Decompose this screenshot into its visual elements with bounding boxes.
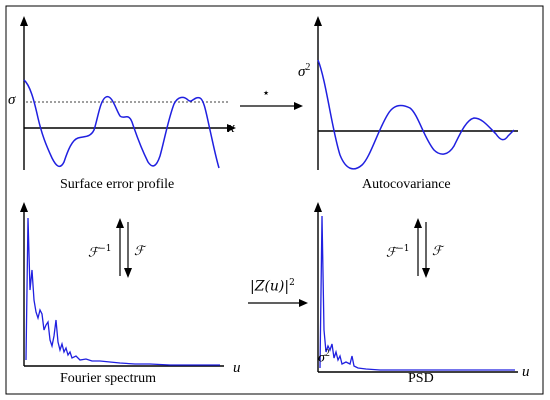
fourier-arrowhead-left [124,268,132,278]
inverse-fourier-label-left: ℱ−1 [88,244,112,261]
surface-x-label: x [228,120,235,136]
fourier-u-label: u [233,360,241,376]
autocov-y-arrowhead [314,16,322,26]
operator-modulus-squared [248,299,308,307]
modulus-arrowhead [299,299,308,307]
inverse-fourier-label-right: ℱ−1 [386,244,410,261]
psd-y-arrowhead [314,202,322,212]
autocov-sigma-squared-label: σ2 [298,62,311,80]
psd-sigma-squared-label: σ2 [318,348,330,366]
surface-x-arrowhead [227,124,236,132]
sigma-label: σ [8,92,16,108]
operator-fourier-left [116,218,132,278]
modulus-squared-label: |Z(u)|2 [250,278,295,295]
psd-curve [319,215,515,371]
caption-autocovariance: Autocovariance [362,177,451,192]
fourier-arrowhead-right [422,268,430,278]
caption-surface-error: Surface error profile [60,177,175,192]
fourier-label-right: ℱ [432,244,443,259]
fourier-y-arrowhead [20,202,28,212]
inverse-fourier-arrowhead-left [116,218,124,228]
caption-fourier-spectrum: Fourier spectrum [60,371,157,386]
inverse-fourier-arrowhead-right [414,218,422,228]
convolution-star-label: ⋆ [262,86,271,101]
fourier-label-left: ℱ [134,244,145,259]
fourier-spectrum-curve [25,217,220,366]
surface-y-arrowhead [20,16,28,26]
surface-error-curve [23,79,220,169]
psd-u-label: u [522,364,530,380]
outer-frame [5,5,544,395]
panel-psd [314,202,518,373]
panel-fourier-spectrum [20,202,224,367]
operator-fourier-right [414,218,430,278]
caption-psd: PSD [408,371,434,386]
operator-convolution [240,102,303,110]
panel-surface-error [20,16,236,170]
panel-autocovariance [314,16,518,170]
convolution-arrowhead [294,102,303,110]
autocovariance-curve [317,59,515,170]
